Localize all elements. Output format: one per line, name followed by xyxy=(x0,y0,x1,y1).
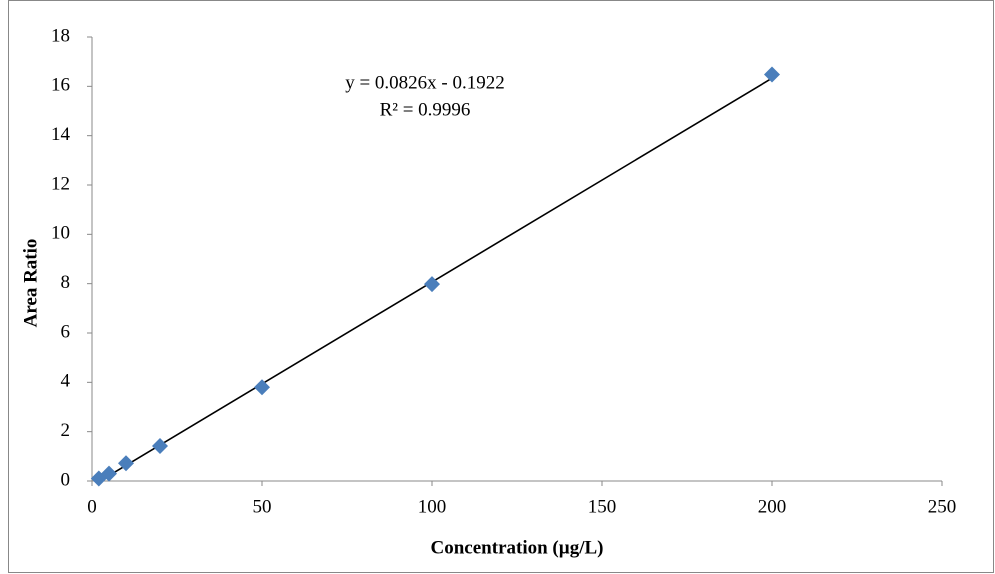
x-tick-label: 100 xyxy=(418,496,447,517)
data-point xyxy=(424,276,440,293)
data-point xyxy=(118,455,134,472)
y-tick-label: 16 xyxy=(51,75,70,96)
y-tick-label: 18 xyxy=(51,25,70,46)
y-axis-label: Area Ratio xyxy=(20,239,41,328)
data-point xyxy=(764,66,780,83)
y-tick-label: 6 xyxy=(61,321,71,342)
data-point xyxy=(101,465,117,482)
x-tick-label: 200 xyxy=(758,496,787,517)
trendline-equation: y = 0.0826x - 0.1922 xyxy=(345,72,505,93)
data-point xyxy=(254,379,270,396)
data-point xyxy=(152,437,168,454)
chart-border xyxy=(8,0,994,573)
y-tick-label: 12 xyxy=(51,173,70,194)
y-tick-label: 8 xyxy=(61,272,71,293)
x-tick-label: 50 xyxy=(253,496,272,517)
x-tick-label: 150 xyxy=(588,496,617,517)
y-tick-label: 4 xyxy=(61,371,71,392)
y-tick-label: 10 xyxy=(51,223,70,244)
x-axis-label: Concentration (µg/L) xyxy=(431,537,604,558)
trendline-r2: R² = 0.9996 xyxy=(380,99,471,120)
x-tick-label: 250 xyxy=(928,496,957,517)
y-tick-label: 14 xyxy=(51,124,71,145)
x-tick-label: 0 xyxy=(87,496,97,517)
y-tick-label: 0 xyxy=(61,469,71,490)
y-tick-label: 2 xyxy=(61,420,71,441)
